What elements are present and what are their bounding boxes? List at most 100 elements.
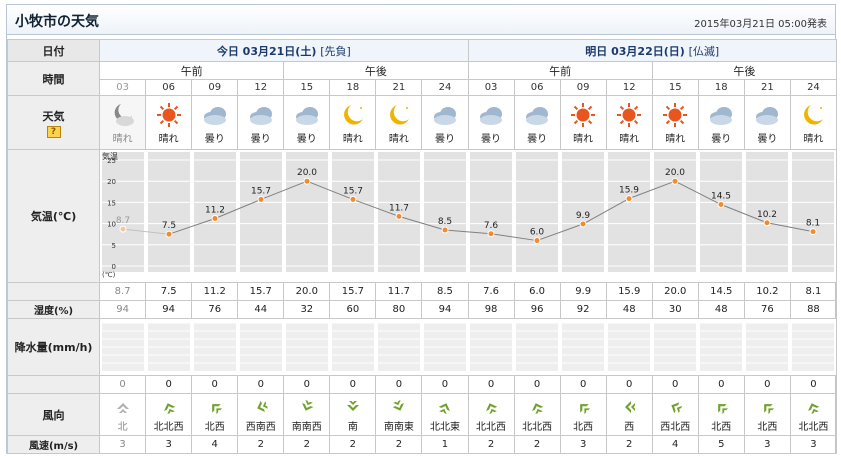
wind-direction-cell: 南南西 [283, 393, 331, 436]
wind-speed-value: 2 [513, 435, 561, 454]
date-label: 日付 [6, 39, 101, 62]
hour-cell: 18 [697, 79, 745, 96]
moon-icon [804, 105, 824, 125]
rain-value: 0 [743, 375, 791, 394]
chart-column-band [332, 152, 375, 272]
wind-speed-value: 2 [605, 435, 653, 454]
temperature-line-segment [445, 229, 492, 235]
day-tomorrow-label: 明日 03月22日(日) [585, 44, 685, 58]
cloud-icon [710, 107, 733, 125]
wind-direction-label: 南南西 [291, 421, 322, 433]
help-icon[interactable]: ? [46, 125, 61, 138]
weather-cell: 晴れ [789, 95, 838, 150]
moon-icon [343, 105, 363, 125]
temperature-point [165, 230, 173, 238]
temp-value: 7.5 [145, 282, 193, 301]
cloud-icon [203, 107, 226, 125]
temp-value: 8.7 [99, 282, 147, 301]
weather-cell: 晴れ [559, 95, 607, 150]
humidity-value: 94 [421, 300, 469, 319]
chart-column-band [470, 152, 513, 272]
weather-label-text: 曇り [527, 134, 548, 145]
temperature-point [579, 220, 587, 228]
wind-arrow-icon [580, 403, 591, 414]
humidity-value: 88 [789, 300, 838, 319]
temperature-line-segment [306, 180, 354, 200]
wind-arrow-icon [764, 403, 775, 414]
humidity-value: 30 [651, 300, 699, 319]
today-afternoon: 午後 [283, 61, 469, 80]
hour-cell: 24 [789, 79, 838, 96]
weather-label: 天気 [42, 109, 65, 123]
wind-direction-cell: 南 [329, 393, 377, 436]
temp-value: 15.9 [605, 282, 653, 301]
weather-cell: 曇り [421, 95, 469, 150]
humidity-label: 湿度(%) [6, 300, 101, 319]
rain-value: 0 [605, 375, 653, 394]
wind-speed-value: 3 [145, 435, 193, 454]
day-today-rokuyo: [先負] [320, 44, 351, 58]
wind-direction-cell: 北北東 [421, 393, 469, 436]
weather-label-text: 曇り [481, 134, 502, 145]
wind-direction-cell: 北北西 [145, 393, 193, 436]
humidity-value: 76 [743, 300, 791, 319]
temp-value: 6.0 [513, 282, 561, 301]
wind-speed-value: 4 [191, 435, 239, 454]
temp-value: 15.7 [237, 282, 285, 301]
rain-value: 0 [651, 375, 699, 394]
wind-direction-label: 北北西 [153, 421, 184, 433]
title-bar: 小牧市の天気 2015年03月21日 05:00発表 [7, 5, 835, 35]
temperature-data-label: 15.7 [343, 186, 363, 196]
sun-icon [617, 103, 642, 127]
wind-speed-value: 2 [237, 435, 285, 454]
wind-speed-value: 4 [651, 435, 699, 454]
temperature-point [671, 177, 679, 185]
weather-label-text: 晴れ [388, 134, 409, 145]
rain-label: 降水量(mm/h) [6, 318, 101, 376]
temperature-point [625, 195, 633, 203]
wind-direction-label: 北 [117, 421, 128, 433]
hour-cell: 12 [237, 79, 285, 96]
rain-value: 0 [513, 375, 561, 394]
chart-column-band [424, 152, 467, 272]
weather-label-text: 曇り [296, 134, 317, 145]
weather-label-text: 曇り [250, 134, 271, 145]
chart-column-band [608, 152, 651, 272]
wind-speed-value: 2 [283, 435, 331, 454]
weather-cell: 晴れ [375, 95, 423, 150]
temperature-data-label: 11.2 [205, 206, 225, 216]
wind-arrow-icon [392, 399, 404, 411]
wind-arrow-icon [301, 399, 314, 411]
temp-values-row: 8.7 7.5 11.2 15.7 20.0 15.7 11.7 8.5 7.6 6.0 9.9 15… [6, 282, 838, 301]
temperature-line-segment [123, 228, 170, 235]
sun-icon [156, 103, 181, 127]
hour-cell: 21 [375, 79, 423, 96]
weather-cell: 晴れ [605, 95, 653, 150]
temp-value: 10.2 [743, 282, 791, 301]
day-today: 今日 03月21日(土) [先負] [99, 39, 469, 62]
chart-axis-title: 気温 [102, 151, 118, 161]
day-today-label: 今日 03月21日(土) [216, 44, 317, 58]
wind-arrow-icon [346, 400, 359, 411]
temperature-data-label: 20.0 [665, 168, 685, 178]
wind-speed-label: 風速(m/s) [6, 435, 101, 454]
temperature-line-segment [168, 218, 216, 235]
wind-arrow-north-icon [116, 402, 129, 413]
wind-direction-row: 風向 北 北北西 北西 西南西 南南西 南 南南東 北北東 北北西 北北西 北西 西 西北西 北西 北西 北北… [6, 393, 838, 436]
humidity-value: 76 [191, 300, 239, 319]
rain-value: 0 [237, 375, 285, 394]
weather-cell: 晴れ [651, 95, 699, 150]
chart-column-band [378, 152, 421, 272]
temperature-line-segment [491, 233, 538, 242]
humidity-value: 92 [559, 300, 607, 319]
y-tick-label: 10 [107, 221, 116, 229]
humidity-value: 98 [467, 300, 515, 319]
temperature-data-label: 15.9 [619, 186, 639, 196]
rain-value: 0 [559, 375, 607, 394]
wind-direction-cell: 南南東 [375, 393, 423, 436]
temp-value: 11.2 [191, 282, 239, 301]
weather-cell: 晴れ [99, 95, 147, 150]
wind-direction-label: 北西 [757, 421, 778, 433]
